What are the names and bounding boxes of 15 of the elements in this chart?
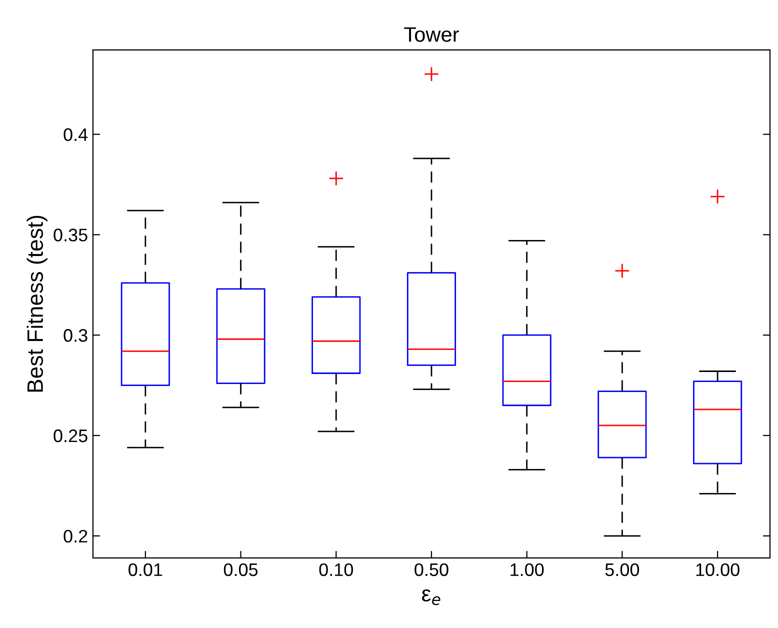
x-tick-label: 0.05 xyxy=(224,563,258,576)
y-tick-label: 0.25 xyxy=(54,429,88,442)
x-tick-label: 0.10 xyxy=(319,563,353,576)
chart-title: Tower xyxy=(404,27,459,42)
y-tick-label: 0.4 xyxy=(64,128,88,142)
x-tick-label: 5.00 xyxy=(605,563,640,576)
x-tick-label: 0.50 xyxy=(414,563,448,576)
y-axis-title: Best Fitness (test) xyxy=(26,216,48,392)
y-tick-label: 0.2 xyxy=(64,530,88,543)
x-axis-title: ε$_{e}$ xyxy=(422,589,440,606)
y-tick-label: 0.3 xyxy=(64,329,88,342)
x-tick-label: 0.01 xyxy=(128,563,162,576)
y-tick-label: 0.35 xyxy=(54,228,88,242)
x-tick-label: 1.00 xyxy=(510,563,544,576)
x-tick-label: 10.00 xyxy=(696,563,740,576)
